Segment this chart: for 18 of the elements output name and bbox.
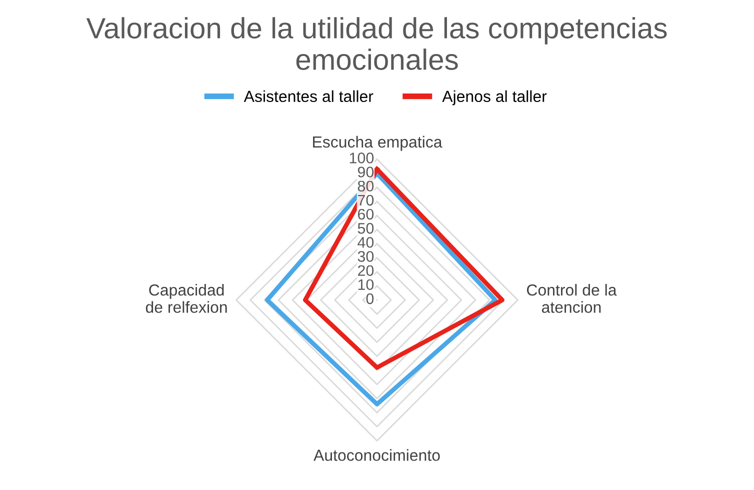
- y-tick-label: 100: [350, 152, 374, 164]
- legend-label: Ajenos al taller: [442, 90, 547, 106]
- y-tick-label: 80: [358, 180, 374, 192]
- y-tick-label: 10: [358, 279, 374, 290]
- spoke-label: Capacidad de relfexion: [146, 284, 227, 313]
- y-tick-label: 40: [358, 236, 374, 248]
- y-tick-label: 0: [366, 293, 374, 304]
- spoke-label: Control de la atencion: [526, 284, 617, 313]
- y-tick-label: 20: [358, 265, 374, 276]
- legend-label: Asistentes al taller: [244, 90, 374, 102]
- spoke-label: Escucha empatica: [313, 136, 442, 151]
- y-tick-label: 30: [358, 251, 374, 262]
- y-tick-label: 90: [358, 166, 374, 178]
- y-tick-label: 50: [358, 222, 374, 234]
- chart-title: Valoracion de la utilidad de las competencias emocionales: [86, 17, 667, 70]
- y-tick-label: 60: [358, 208, 374, 220]
- spoke-label: Autoconocimiento: [314, 449, 440, 461]
- y-tick-label: 70: [358, 194, 374, 206]
